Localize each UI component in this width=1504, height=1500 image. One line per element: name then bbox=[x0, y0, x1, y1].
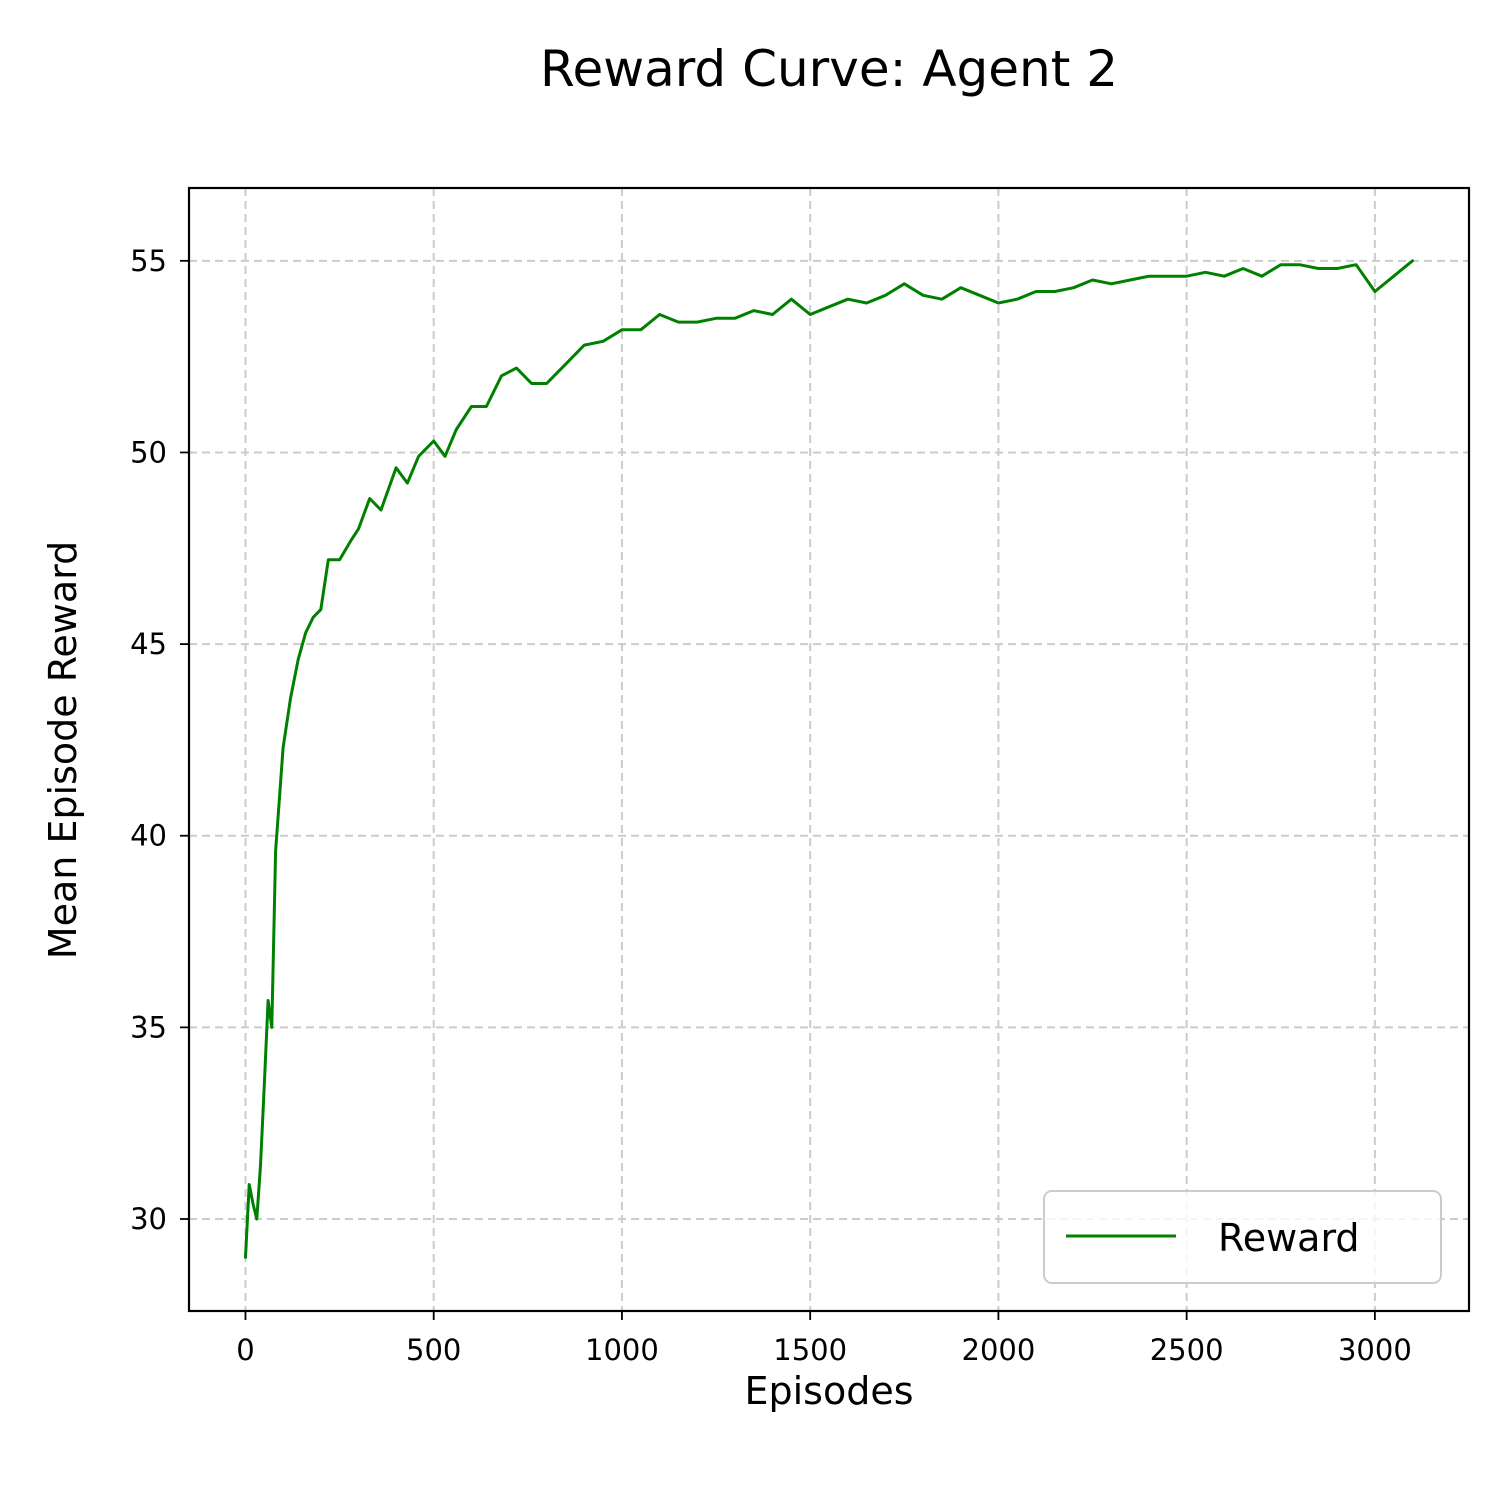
x-axis-label: Episodes bbox=[744, 1369, 913, 1413]
y-tick-label: 35 bbox=[130, 1010, 167, 1044]
x-tick-label: 0 bbox=[236, 1333, 254, 1367]
y-tick-label: 55 bbox=[130, 244, 167, 278]
plot-frame bbox=[187, 186, 1471, 1313]
chart-title: Reward Curve: Agent 2 bbox=[540, 40, 1118, 98]
series-line-reward bbox=[244, 259, 1414, 1259]
y-tick-label: 40 bbox=[130, 819, 167, 853]
x-tick-label: 2000 bbox=[962, 1333, 1036, 1367]
legend-box bbox=[1043, 1190, 1442, 1284]
x-tick-label: 500 bbox=[406, 1333, 461, 1367]
y-tick-label: 30 bbox=[130, 1202, 167, 1236]
plot-lines bbox=[244, 259, 1414, 1259]
axis-ticks: 0 500 1000 1500 2000 2500 3000 30 35 40 45 50 55 bbox=[130, 244, 1412, 1367]
legend-label-reward: Reward bbox=[1218, 1216, 1360, 1260]
grid bbox=[189, 188, 1469, 1311]
y-tick-label: 50 bbox=[130, 435, 167, 469]
x-tick-label: 2500 bbox=[1150, 1333, 1224, 1367]
y-tick-label: 45 bbox=[130, 627, 167, 661]
y-axis-label: Mean Episode Reward bbox=[41, 541, 85, 959]
legend: Reward bbox=[1043, 1190, 1442, 1284]
x-tick-label: 1500 bbox=[773, 1333, 847, 1367]
x-tick-label: 1000 bbox=[585, 1333, 659, 1367]
x-tick-label: 3000 bbox=[1338, 1333, 1412, 1367]
